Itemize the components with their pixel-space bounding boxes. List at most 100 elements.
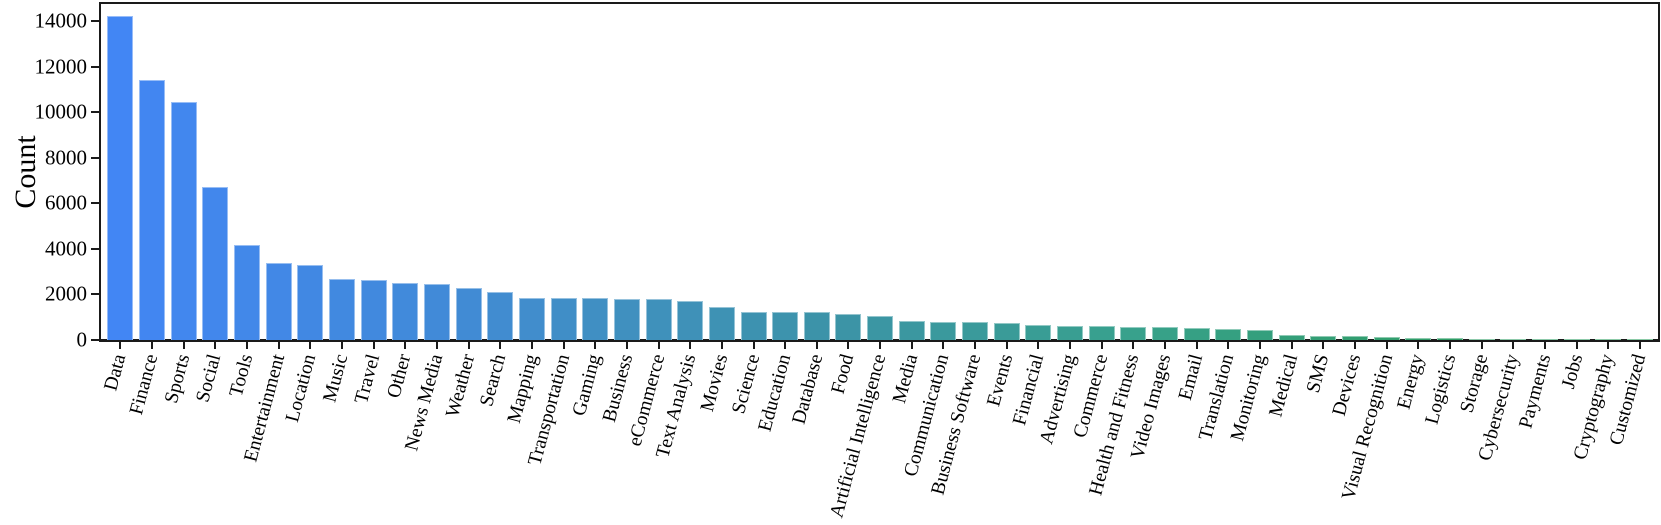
x-tick-mark xyxy=(404,340,407,349)
y-tick-label: 2000 xyxy=(45,281,87,306)
bar-text-analysis xyxy=(677,300,704,340)
x-tick-label: Music xyxy=(319,352,353,405)
bar-finance xyxy=(138,80,165,340)
x-tick-mark xyxy=(499,340,502,349)
bar-cryptography xyxy=(1595,339,1622,341)
x-tick-label: Social xyxy=(192,352,226,405)
bar-weather xyxy=(455,287,482,340)
x-tick-mark xyxy=(752,340,755,349)
x-tick-label: Sports xyxy=(160,352,194,406)
x-tick-mark xyxy=(1512,340,1515,349)
y-tick-label: 14000 xyxy=(34,8,88,33)
x-tick-mark xyxy=(784,340,787,349)
x-tick-mark xyxy=(562,340,565,349)
x-tick-label: Finance xyxy=(125,352,163,418)
x-tick-mark xyxy=(1005,340,1008,349)
x-tick-label: Data xyxy=(100,352,131,393)
axis-spine-left xyxy=(99,2,101,342)
x-tick-mark xyxy=(815,340,818,349)
bar-visual-recognition xyxy=(1373,337,1400,340)
bar-media xyxy=(898,320,925,340)
x-tick-mark xyxy=(1069,340,1072,349)
x-tick-label: Events xyxy=(983,352,1018,409)
bar-payments xyxy=(1532,339,1558,341)
x-tick-mark xyxy=(625,340,628,349)
bar-sms xyxy=(1310,336,1337,340)
bar-search xyxy=(487,292,514,340)
x-tick-mark xyxy=(910,340,913,349)
x-tick-mark xyxy=(1100,340,1103,349)
x-tick-mark xyxy=(1607,340,1610,349)
x-tick-mark xyxy=(1638,340,1641,349)
y-tick-label: 4000 xyxy=(45,236,87,261)
y-tick-mark xyxy=(91,202,99,205)
x-tick-label: Tools xyxy=(225,352,258,400)
x-tick-label: Medical xyxy=(1265,352,1303,420)
bar-tools xyxy=(233,245,260,340)
y-tick-label: 8000 xyxy=(45,145,87,170)
bar-news-media xyxy=(423,284,450,340)
x-tick-mark xyxy=(594,340,597,349)
bar-devices xyxy=(1342,336,1369,340)
bar-gaming xyxy=(582,298,609,340)
x-tick-mark xyxy=(1164,340,1167,349)
bar-business-software xyxy=(962,322,989,340)
bar-financial xyxy=(1025,324,1052,340)
bar-science xyxy=(740,311,767,340)
y-tick-mark xyxy=(91,339,99,341)
x-tick-mark xyxy=(340,340,343,349)
bar-sports xyxy=(170,102,197,340)
bar-translation xyxy=(1215,329,1242,340)
x-tick-mark xyxy=(1480,340,1483,349)
x-tick-mark xyxy=(689,340,692,349)
y-tick-mark xyxy=(91,20,99,23)
x-tick-label: Movies xyxy=(696,352,733,414)
x-tick-mark xyxy=(1132,340,1135,349)
x-tick-mark xyxy=(1575,340,1578,349)
bar-video-images xyxy=(1152,327,1179,340)
x-tick-mark xyxy=(1544,340,1546,349)
y-tick-mark xyxy=(91,293,99,296)
x-tick-mark xyxy=(847,340,850,349)
x-tick-mark xyxy=(1259,340,1262,349)
x-tick-label: Search xyxy=(476,352,511,409)
bar-health-and-fitness xyxy=(1120,326,1147,340)
bar-transportation xyxy=(550,297,577,340)
bar-energy xyxy=(1405,337,1432,340)
y-tick-label: 6000 xyxy=(45,190,87,215)
bar-storage xyxy=(1468,338,1495,340)
bar-medical xyxy=(1278,335,1305,340)
bar-education xyxy=(772,311,799,340)
bar-logistics xyxy=(1437,337,1464,340)
x-tick-mark xyxy=(245,340,248,349)
bar-travel xyxy=(360,280,387,340)
bar-mapping xyxy=(518,297,545,340)
bar-music xyxy=(328,278,355,340)
y-tick-mark xyxy=(91,111,99,114)
x-tick-mark xyxy=(530,340,533,349)
x-tick-label: Weather xyxy=(441,352,479,420)
bar-commerce xyxy=(1088,326,1115,340)
y-tick-mark xyxy=(91,156,99,159)
x-tick-mark xyxy=(372,340,375,349)
x-tick-mark xyxy=(277,340,280,349)
y-tick-label: 12000 xyxy=(34,54,88,79)
x-tick-mark xyxy=(467,340,470,349)
x-tick-mark xyxy=(309,340,312,349)
bar-movies xyxy=(708,306,735,340)
x-tick-mark xyxy=(974,340,977,349)
x-tick-mark xyxy=(182,340,185,349)
bar-events xyxy=(993,323,1020,340)
x-tick-mark xyxy=(942,340,945,349)
x-tick-label: Other xyxy=(383,352,416,401)
bar-social xyxy=(202,187,229,340)
bar-food xyxy=(835,314,862,340)
x-tick-mark xyxy=(879,340,882,349)
x-tick-mark xyxy=(1037,340,1040,349)
x-tick-mark xyxy=(435,340,438,349)
x-tick-label: Travel xyxy=(350,352,384,406)
x-tick-label: Food xyxy=(828,352,859,397)
x-tick-mark xyxy=(1195,340,1198,349)
x-tick-mark xyxy=(1385,340,1388,349)
